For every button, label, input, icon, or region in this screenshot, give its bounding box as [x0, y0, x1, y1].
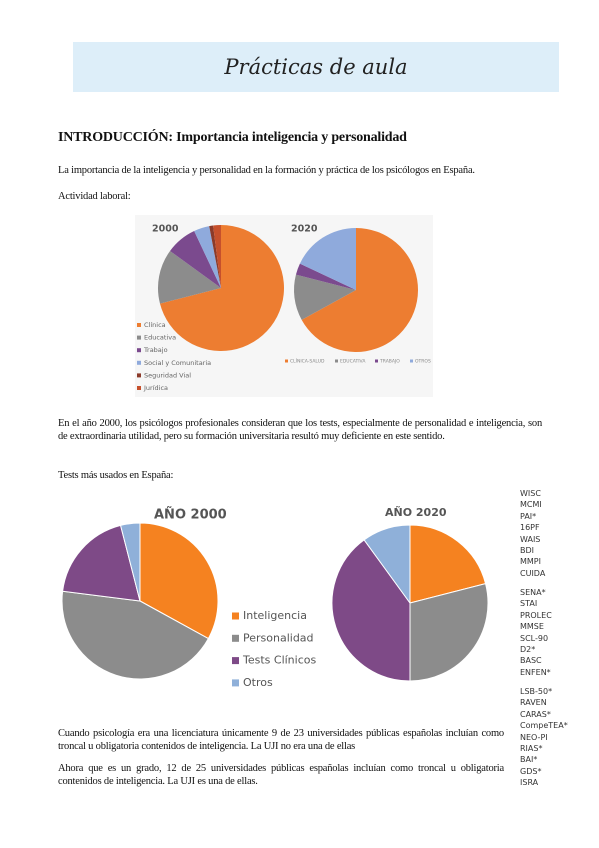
- test-name: RIAS*: [520, 744, 543, 753]
- pie-slice: [299, 228, 356, 290]
- test-name: GDS*: [520, 766, 542, 776]
- test-name: SCL-90: [520, 633, 549, 643]
- legend-swatch: [232, 679, 239, 687]
- legend-label: OTROS: [415, 359, 431, 365]
- pie-slice: [409, 582, 489, 682]
- legend-label: Personalidad: [243, 631, 314, 644]
- pie-slice: [293, 274, 356, 320]
- pie-slice: [409, 524, 487, 604]
- banner: Prácticas de aula: [73, 42, 559, 92]
- test-name: RAVEN: [520, 698, 547, 708]
- pie-slice: [301, 227, 419, 353]
- legend-swatch: [137, 373, 141, 378]
- pie-slice: [209, 225, 221, 288]
- pie-slice: [139, 522, 219, 640]
- pie-slice: [119, 522, 141, 602]
- legend-swatch: [137, 360, 141, 365]
- pie-slice: [295, 263, 356, 290]
- pie-slice: [62, 524, 141, 602]
- paragraph: Actividad laboral:: [58, 191, 131, 202]
- test-name: 16PF: [520, 523, 540, 533]
- pie-slice: [61, 590, 210, 680]
- legend-swatch: [285, 359, 288, 363]
- chart-title: AÑO 2000: [154, 507, 227, 523]
- chart-title: AÑO 2020: [385, 506, 447, 519]
- test-name: ISRA: [520, 778, 539, 788]
- legend-label: Trabajo: [143, 346, 168, 354]
- chart-title: 2000: [152, 224, 179, 235]
- test-name: BASC: [520, 656, 542, 666]
- legend-label: Otros: [243, 676, 273, 689]
- banner-title: Prácticas de aula: [224, 55, 408, 79]
- legend-label: TRABAJO: [379, 359, 400, 365]
- test-name: WAIS: [520, 534, 541, 544]
- pie-slice: [159, 225, 285, 351]
- pie-slice: [363, 524, 411, 605]
- test-name: ENFEN*: [520, 667, 551, 677]
- legend-label: Seguridad Vial: [144, 371, 191, 379]
- pie-slice: [331, 539, 411, 682]
- test-name: BDI: [520, 546, 535, 555]
- legend-swatch: [232, 634, 239, 642]
- legend-swatch: [137, 386, 141, 390]
- legend-swatch: [137, 348, 141, 353]
- paragraph: En el año 2000, los psicólogos profesion…: [58, 418, 542, 442]
- test-name: CARAS*: [520, 709, 551, 719]
- legend-swatch: [137, 323, 141, 327]
- paragraph: Ahora que es un grado, 12 de 25 universi…: [58, 763, 504, 787]
- pie-slice: [158, 250, 221, 304]
- test-name: MMPI: [520, 557, 541, 567]
- legend-swatch: [410, 359, 413, 363]
- legend-label: Tests Clínicos: [242, 654, 316, 667]
- legend-label: Social y Comunitaria: [144, 359, 211, 367]
- test-name: D2*: [520, 645, 536, 654]
- test-name: BAI*: [520, 755, 538, 765]
- legend-swatch: [137, 335, 141, 340]
- paragraph: Cuando psicología era una licenciatura ú…: [58, 728, 504, 752]
- pie-slice: [170, 230, 221, 288]
- legend-label: Educativa: [144, 334, 176, 342]
- pie-slice: [194, 226, 221, 288]
- test-name: MCMI: [520, 500, 542, 510]
- test-name: CompeTEA*: [520, 721, 568, 731]
- test-name: PROLEC: [520, 610, 552, 620]
- test-name: LSB-50*: [520, 687, 553, 696]
- test-name: NEO-PI: [520, 732, 548, 742]
- test-name: WISC: [520, 489, 541, 498]
- legend-label: Inteligencia: [243, 609, 307, 622]
- paragraph: La importancia de la inteligencia y pers…: [58, 165, 475, 176]
- test-name: STAI: [520, 599, 538, 609]
- test-name: PAI*: [520, 511, 537, 521]
- test-name: SENA*: [520, 588, 546, 597]
- legend-swatch: [232, 612, 239, 620]
- legend-swatch: [232, 657, 239, 665]
- legend-label: EDUCATIVA: [340, 359, 366, 365]
- chart-title: 2020: [291, 224, 318, 235]
- legend-label: Jurídica: [143, 384, 168, 392]
- legend-label: CLÍNICA-SALUD: [290, 358, 325, 365]
- legend-swatch: [335, 359, 338, 363]
- pie-slice: [213, 225, 221, 288]
- test-name: MMSE: [520, 622, 544, 632]
- paragraph: Tests más usados en España:: [58, 470, 174, 481]
- legend-label: Clínica: [144, 321, 166, 329]
- legend-swatch: [375, 359, 378, 363]
- test-name: CUIDA: [520, 568, 546, 578]
- heading: INTRODUCCIÓN: Importancia inteligencia y…: [58, 130, 407, 145]
